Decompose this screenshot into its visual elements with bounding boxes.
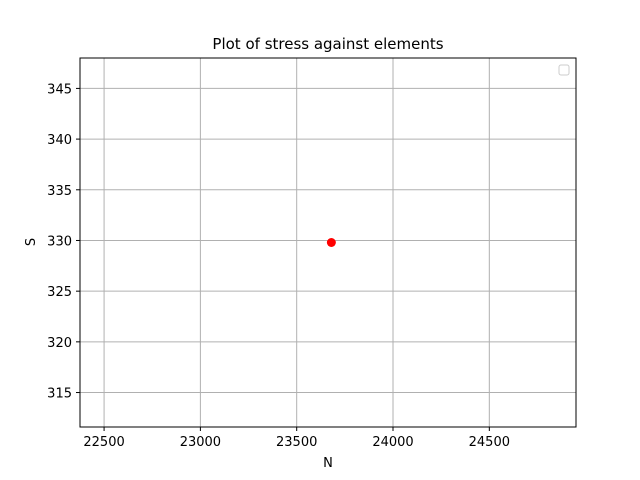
x-tick-label: 23000 [180, 435, 221, 450]
y-tick-label: 345 [47, 82, 72, 97]
plot-frame [79, 57, 577, 428]
axis-ticks: 22500 23000 23500 24000 24500 315 320 325 330 335… [47, 82, 510, 450]
y-tick-label: 325 [47, 285, 72, 300]
x-tick-label: 22500 [83, 435, 124, 450]
data-point [326, 238, 336, 247]
y-tick-label: 340 [47, 133, 72, 148]
x-tick-label: 24000 [372, 435, 413, 450]
y-tick-label: 330 [47, 234, 72, 249]
data-points [326, 238, 336, 247]
y-axis-label: S [24, 238, 39, 246]
x-axis-label: N [323, 456, 333, 471]
chart-title: Plot of stress against elements [212, 35, 443, 53]
x-tick-label: 24500 [469, 435, 510, 450]
y-tick-label: 315 [47, 387, 72, 402]
x-tick-label: 23500 [276, 435, 317, 450]
legend-box [558, 64, 570, 76]
y-tick-label: 320 [47, 336, 72, 351]
y-tick-label: 335 [47, 184, 72, 199]
